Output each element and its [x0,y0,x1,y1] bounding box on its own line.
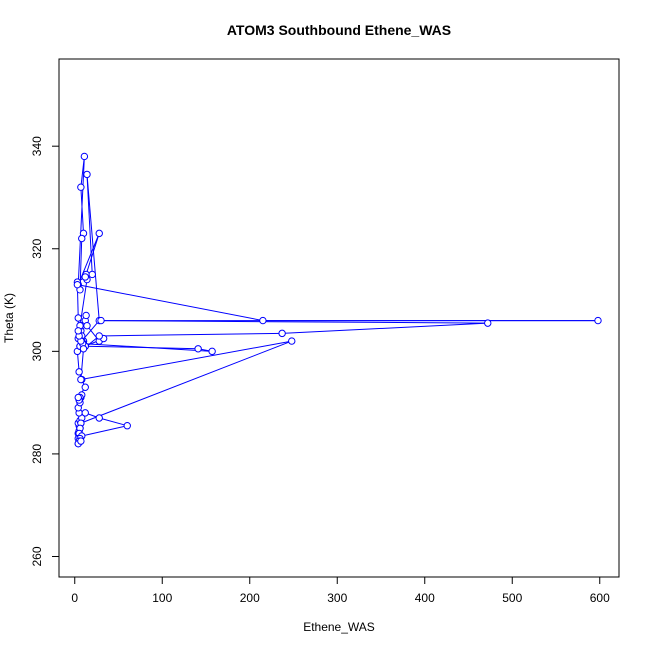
x-tick-label: 600 [590,591,610,605]
data-point [82,311,90,320]
data-point [194,345,202,353]
x-tick-label: 0 [71,591,78,605]
series-line-segment [86,174,93,275]
data-point [95,229,103,238]
data-point [278,329,286,338]
y-tick-label: 320 [30,238,44,258]
y-axis: 260 280 300 320 340 [30,136,60,567]
series-line-segment [282,322,488,334]
x-tick-label: 500 [502,591,522,605]
series-line-segment [80,340,292,381]
series-line-segment [80,187,84,234]
y-tick-label: 280 [30,444,44,464]
series-line-segment [100,320,488,324]
y-tick-label: 300 [30,341,44,361]
data-point [75,368,83,376]
data-point [83,321,91,330]
y-tick-label: 260 [30,546,44,566]
data-point [73,280,82,289]
x-axis: 0 100 200 300 400 500 600 [71,576,610,605]
data-point [81,383,89,391]
x-tick-label: 200 [240,591,260,605]
data-point [77,183,85,191]
x-tick-label: 400 [415,591,435,605]
series-layer [73,152,602,448]
data-point [259,316,267,325]
data-point [81,409,89,417]
x-tick-label: 100 [152,591,172,605]
data-point [208,347,216,356]
data-point [95,414,103,422]
series-line-segment [85,233,100,275]
x-tick-label: 300 [327,591,347,605]
series-line-segment [77,284,263,322]
data-point [74,327,82,335]
data-point [78,234,86,243]
series-line-segment [77,156,85,285]
data-point [81,273,89,281]
chart-title: ATOM3 Southbound Ethene_WAS [227,22,451,38]
series-line-segment [80,156,85,188]
data-point [80,152,89,161]
data-point [288,337,296,345]
series-line-segment [86,174,100,321]
data-point [83,170,91,179]
data-point [74,393,82,402]
series-line-segment [99,332,283,337]
y-axis-label: Theta (K) [2,293,16,343]
data-point [484,319,492,327]
series-line-segment [99,417,128,427]
data-point [74,314,82,322]
series-line-segment [81,425,128,437]
x-axis-label: Ethene_WAS [303,620,375,634]
series-line-segment [80,340,292,424]
series-line-segment [82,343,213,352]
data-point [77,437,85,445]
data-point [79,345,88,353]
data-point [97,316,105,325]
y-tick-label: 340 [30,136,44,156]
data-point [123,422,131,430]
data-point [594,316,602,325]
data-point [88,270,96,279]
data-point [95,332,103,340]
data-point [77,375,85,384]
